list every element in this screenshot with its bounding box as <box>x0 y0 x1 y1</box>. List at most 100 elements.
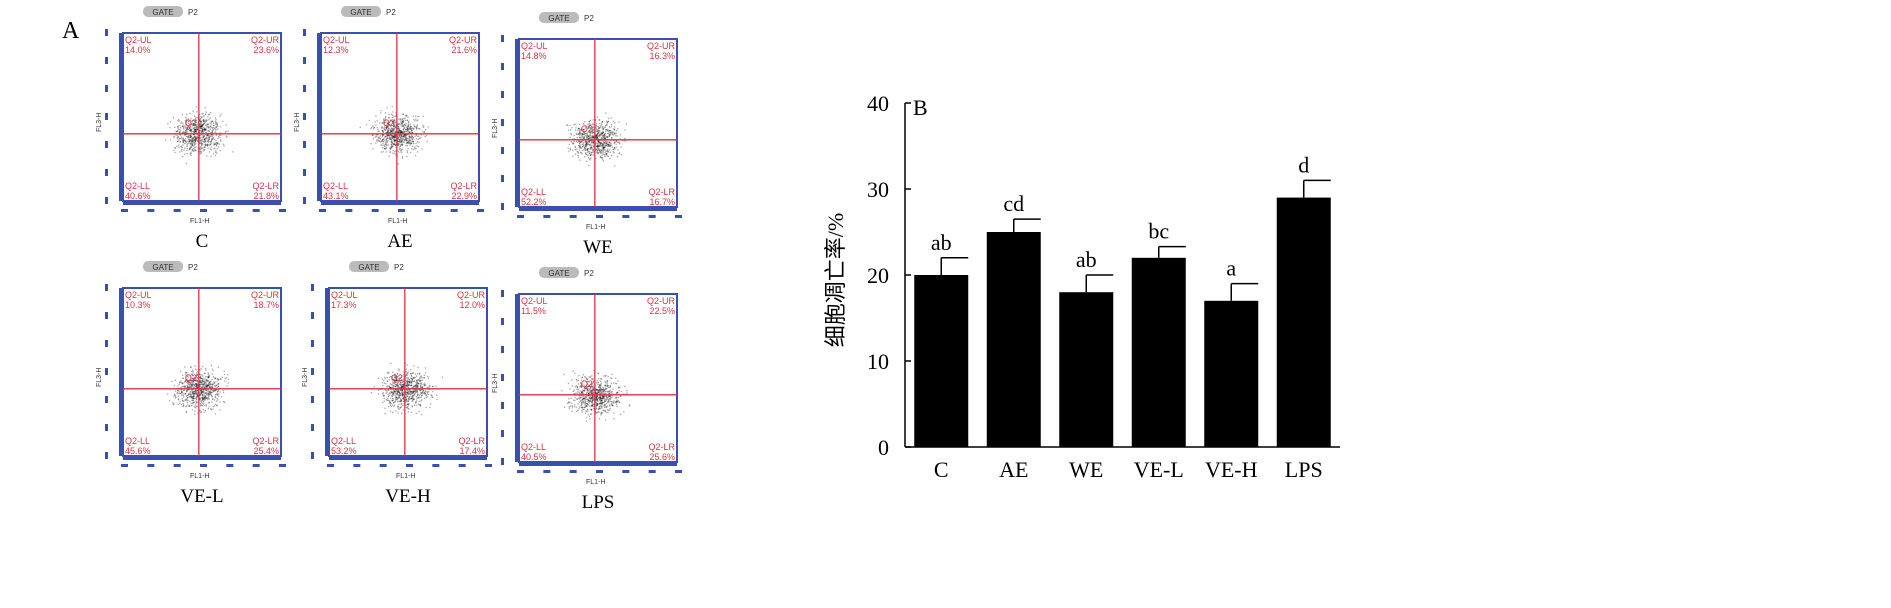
event-dot <box>196 387 198 389</box>
event-dot <box>400 131 402 133</box>
event-dot <box>581 407 583 409</box>
event-dot <box>411 134 413 137</box>
event-dot <box>617 386 620 388</box>
event-dot <box>392 378 394 381</box>
event-dot <box>421 386 424 388</box>
event-dot <box>174 394 176 396</box>
event-dot <box>198 148 201 150</box>
event-dot <box>189 140 191 142</box>
event-dot <box>589 415 591 417</box>
event-dot <box>610 397 612 399</box>
y-axis-ticks <box>119 33 123 201</box>
event-dot <box>388 132 390 134</box>
event-dot <box>196 135 198 138</box>
event-dot <box>577 152 579 154</box>
event-dot <box>399 145 402 147</box>
event-dot <box>207 408 209 410</box>
event-dot <box>409 384 411 387</box>
event-dot <box>599 155 602 158</box>
event-dot <box>586 137 588 139</box>
event-dot <box>180 132 182 134</box>
event-dot <box>582 142 585 144</box>
event-dot <box>589 134 591 136</box>
event-dot <box>386 137 389 140</box>
event-dot <box>208 119 210 121</box>
event-dot <box>396 384 399 386</box>
event-dot <box>613 129 616 131</box>
event-dot <box>409 123 411 125</box>
event-dot <box>606 129 609 131</box>
x-tick-label: C <box>934 457 949 482</box>
event-dot <box>389 401 391 404</box>
ul-name: Q2-UL <box>521 41 548 51</box>
event-dot <box>201 394 203 396</box>
event-dot <box>616 391 618 394</box>
event-dot <box>623 140 625 142</box>
event-dot <box>421 387 424 389</box>
event-dot <box>599 385 601 387</box>
event-dot <box>583 397 585 399</box>
event-dot <box>191 123 193 125</box>
event-dot <box>602 148 604 150</box>
event-dot <box>382 140 384 142</box>
event-dot <box>202 384 205 387</box>
gate-name: P2 <box>394 263 404 272</box>
event-dot <box>195 390 197 392</box>
event-dot <box>577 144 580 147</box>
event-dot <box>174 379 177 381</box>
event-dot <box>431 394 433 397</box>
event-dot <box>607 129 609 132</box>
event-dot <box>406 391 409 394</box>
event-dot <box>400 403 403 405</box>
event-dot <box>174 151 176 154</box>
event-dot <box>421 148 423 150</box>
event-dot <box>406 403 409 406</box>
x-tick-mark <box>458 464 466 467</box>
event-dot <box>202 398 204 400</box>
event-dot <box>401 157 404 159</box>
event-dot <box>595 389 598 391</box>
event-dot <box>591 129 593 131</box>
event-dot <box>182 141 185 143</box>
event-dot <box>381 144 383 147</box>
event-dot <box>372 134 374 136</box>
event-dot <box>387 130 389 133</box>
event-dot <box>215 384 218 387</box>
event-dot <box>581 395 583 397</box>
event-dot <box>198 119 201 121</box>
event-dot <box>173 136 175 138</box>
event-dot <box>382 147 384 149</box>
event-dot <box>580 386 583 388</box>
event-dot <box>574 393 576 395</box>
event-dot <box>415 381 417 384</box>
event-dot <box>405 374 408 376</box>
event-dot <box>588 124 590 126</box>
event-dot <box>582 128 584 131</box>
event-dot <box>403 139 406 141</box>
event-dot <box>393 141 395 143</box>
event-dot <box>200 120 203 122</box>
event-dot <box>197 140 199 143</box>
event-dot <box>192 140 194 142</box>
event-dot <box>388 402 390 405</box>
event-dot <box>385 146 388 149</box>
event-dot <box>215 389 217 392</box>
event-dot <box>607 384 609 387</box>
event-dot <box>387 389 389 392</box>
event-dot <box>406 372 409 374</box>
event-dot <box>585 420 588 422</box>
event-dot <box>585 140 587 143</box>
event-dot <box>585 388 587 390</box>
event-dot <box>608 390 610 392</box>
event-dot <box>598 391 600 393</box>
x-tick-mark <box>147 464 155 467</box>
event-dot <box>591 397 593 399</box>
event-dot <box>195 130 197 132</box>
event-dot <box>210 140 213 142</box>
event-dot <box>186 386 189 388</box>
event-dot <box>598 408 600 410</box>
y-tick-mark <box>311 340 314 347</box>
event-dot <box>188 141 190 143</box>
event-dot <box>179 392 181 395</box>
event-dot <box>392 384 395 387</box>
